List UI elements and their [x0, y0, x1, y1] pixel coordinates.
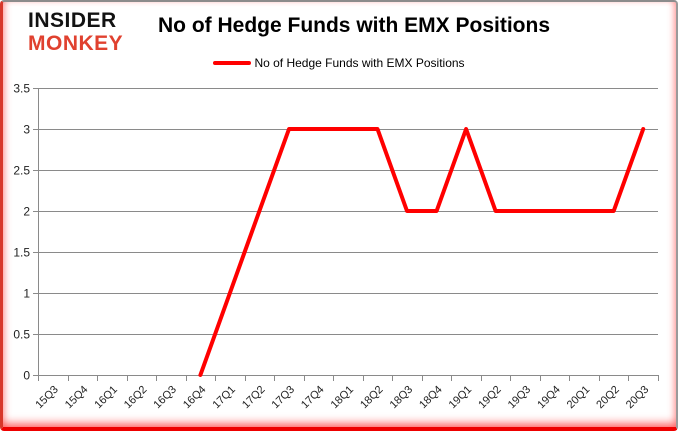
x-tick-label: 18Q1: [329, 384, 357, 412]
x-tick-label: 19Q3: [506, 384, 534, 412]
x-tick-label: 15Q4: [63, 384, 91, 412]
chart-legend: No of Hedge Funds with EMX Positions: [0, 56, 678, 70]
x-tick-label: 19Q1: [447, 384, 475, 412]
logo-line-monkey: MONKEY: [28, 32, 124, 55]
legend-label: No of Hedge Funds with EMX Positions: [254, 56, 465, 70]
legend-line-swatch: [213, 61, 252, 65]
logo-line-insider: INSIDER: [28, 9, 117, 32]
x-tick-label: 16Q4: [181, 384, 209, 412]
x-tick-label: 20Q2: [594, 384, 622, 412]
y-tick-label: 0: [23, 369, 30, 383]
y-tick-label: 1.5: [13, 246, 30, 260]
chart-area: 0 0.5 1 1.5 2 2.5 3 3.5 15Q3 15Q4 16Q1 16Q2 16Q3 16Q4…: [0, 80, 678, 428]
x-tick-label: 16Q1: [92, 384, 120, 412]
series-line: [198, 127, 646, 377]
y-tick-label: 2.5: [13, 164, 30, 178]
y-tick-label: 0.5: [13, 328, 30, 342]
x-tick-label: 17Q3: [270, 384, 298, 412]
x-tick-label: 20Q1: [565, 384, 593, 412]
y-tick-label: 2: [23, 205, 30, 219]
x-tick-label: 16Q3: [151, 384, 179, 412]
x-tick-label: 16Q2: [122, 384, 150, 412]
y-tick-label: 3: [23, 123, 30, 137]
x-tick-label: 19Q2: [476, 384, 504, 412]
x-tick-label: 15Q3: [33, 384, 61, 412]
chart-title: No of Hedge Funds with EMX Positions: [158, 14, 550, 37]
y-tick-label: 3.5: [13, 82, 30, 96]
x-tick-label: 18Q3: [388, 384, 416, 412]
x-tick-label: 18Q2: [358, 384, 386, 412]
insider-monkey-logo: INSIDER MONKEY: [28, 9, 123, 55]
line-chart-svg: 0 0.5 1 1.5 2 2.5 3 3.5 15Q3 15Q4 16Q1 16Q2 16Q3 16Q4…: [13, 82, 659, 412]
x-tick-label: 20Q3: [624, 384, 652, 412]
x-tick-label: 17Q2: [240, 384, 268, 412]
y-tick-label: 1: [23, 287, 30, 301]
x-tick-label: 19Q4: [535, 384, 563, 412]
x-tick-label: 18Q4: [417, 384, 445, 412]
x-tick-label: 17Q4: [299, 384, 327, 412]
x-tick-label: 17Q1: [211, 384, 239, 412]
